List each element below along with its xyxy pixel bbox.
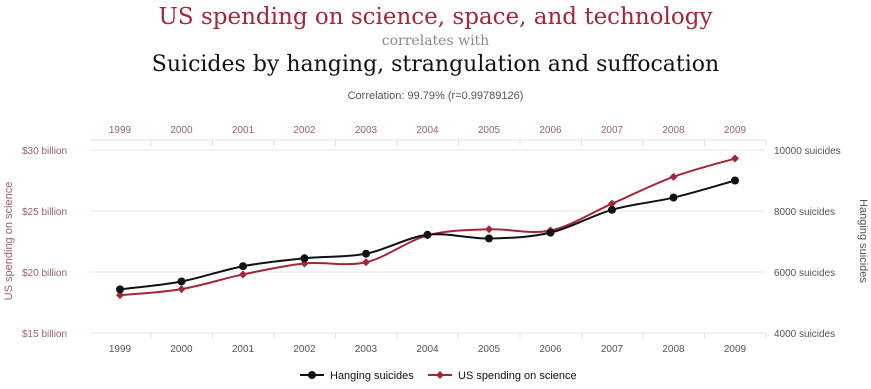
bottom-x-tick-label: 2007 <box>601 344 624 355</box>
top-x-tick-label: 1999 <box>109 125 132 136</box>
data-point-hanging <box>177 277 186 286</box>
data-point-science <box>239 270 247 279</box>
chart-title-2: Suicides by hanging, strangulation and s… <box>151 52 720 77</box>
data-point-science <box>362 258 370 267</box>
top-x-tick-label: 2001 <box>232 125 255 136</box>
legend-label-hanging: Hanging suicides <box>330 370 414 382</box>
legend-marker-science <box>436 371 444 379</box>
data-point-hanging <box>485 234 493 243</box>
left-y-tick-label: $30 billion <box>22 146 67 157</box>
top-x-tick-label: 2007 <box>601 125 624 136</box>
data-point-hanging <box>423 230 432 239</box>
right-y-tick-label: 8000 suicides <box>774 207 835 218</box>
bottom-x-tick-label: 2002 <box>293 344 316 355</box>
data-point-hanging <box>669 193 678 202</box>
top-x-tick-label: 2009 <box>724 125 747 136</box>
data-point-science <box>608 199 616 208</box>
data-point-hanging <box>546 228 555 237</box>
legend-label-science: US spending on science <box>458 370 577 382</box>
right-axis-title: Hanging suicides <box>857 199 869 283</box>
correlation-text: Correlation: 99.79% (r=0.99789126) <box>347 90 524 102</box>
bottom-x-tick-label: 2008 <box>662 344 685 355</box>
data-point-science <box>177 285 186 294</box>
left-y-tick-label: $20 billion <box>22 268 67 279</box>
bottom-x-tick-label: 2006 <box>539 344 562 355</box>
data-point-hanging <box>731 176 739 185</box>
top-x-tick-label: 2002 <box>293 125 316 136</box>
top-x-tick-label: 2006 <box>539 125 562 136</box>
legend-marker-hanging <box>308 371 316 379</box>
bottom-x-tick-label: 1999 <box>109 344 132 355</box>
top-x-tick-label: 2000 <box>170 125 193 136</box>
data-point-science <box>669 172 678 181</box>
top-x-tick-label: 2005 <box>478 125 501 136</box>
right-y-tick-label: 6000 suicides <box>774 268 835 279</box>
left-axis-title: US spending on science <box>3 182 15 301</box>
top-x-tick-label: 2003 <box>355 125 378 136</box>
right-y-tick-label: 4000 suicides <box>774 329 835 340</box>
bottom-x-tick-label: 2001 <box>232 344 255 355</box>
top-x-tick-label: 2008 <box>662 125 685 136</box>
data-point-science <box>485 225 493 234</box>
data-point-hanging <box>239 262 247 271</box>
bottom-x-tick-label: 2003 <box>355 344 378 355</box>
data-point-hanging <box>300 254 309 263</box>
left-y-tick-label: $15 billion <box>22 329 67 340</box>
chart-title: US spending on science, space, and techn… <box>158 4 713 30</box>
top-x-tick-label: 2004 <box>416 125 439 136</box>
data-point-science <box>116 291 124 300</box>
bottom-x-tick-label: 2000 <box>170 344 193 355</box>
chart-subtitle: correlates with <box>381 33 490 49</box>
left-y-tick-label: $25 billion <box>22 207 67 218</box>
right-y-tick-label: 10000 suicides <box>774 146 841 157</box>
data-point-hanging <box>362 249 370 258</box>
data-point-hanging <box>116 285 124 294</box>
bottom-x-tick-label: 2004 <box>416 344 439 355</box>
bottom-x-tick-label: 2005 <box>478 344 501 355</box>
data-point-hanging <box>608 205 616 214</box>
data-point-science <box>731 154 739 163</box>
bottom-x-tick-label: 2009 <box>724 344 747 355</box>
